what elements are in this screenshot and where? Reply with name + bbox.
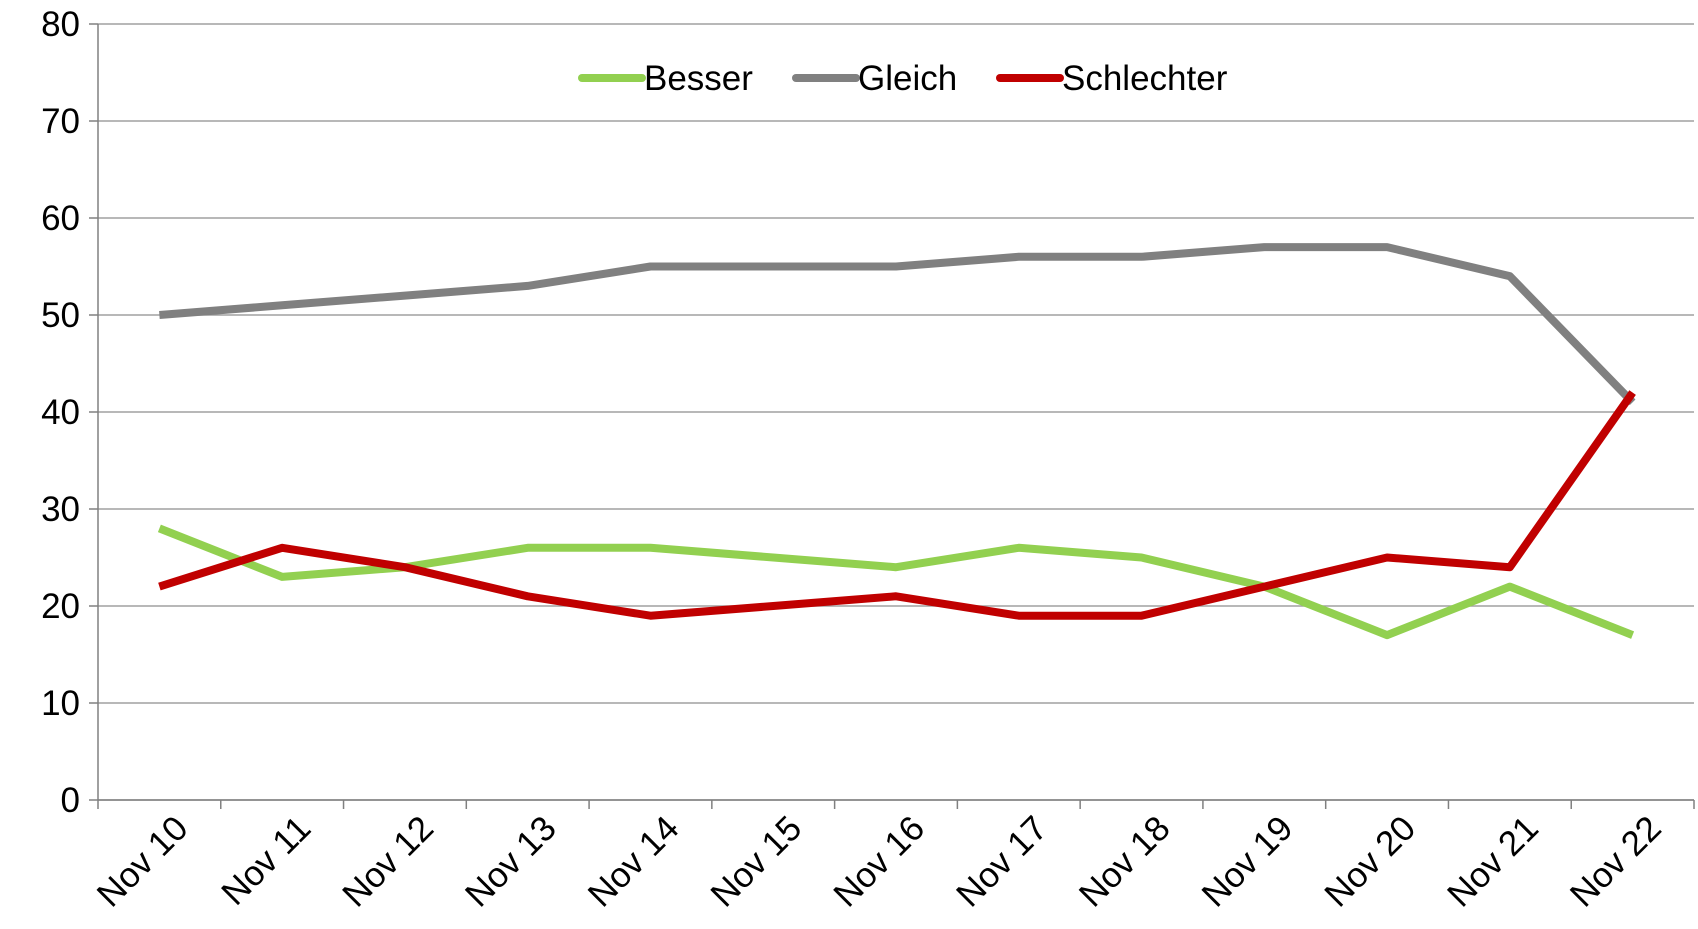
y-tick-label: 0 (61, 781, 80, 820)
y-tick-label: 70 (41, 102, 80, 141)
x-tick-label: Nov 11 (214, 809, 318, 913)
series-line (157, 524, 1635, 640)
y-tick-label: 10 (41, 684, 80, 723)
x-tick-label: Nov 10 (90, 809, 196, 915)
y-tick-label: 80 (41, 5, 80, 44)
x-tick-label: Nov 12 (335, 809, 441, 915)
x-tick-label: Nov 18 (1072, 809, 1178, 915)
x-tick-label: Nov 14 (581, 809, 687, 915)
x-tick-label: Nov 13 (458, 809, 564, 915)
legend-label: Besser (644, 59, 753, 98)
x-tick-label: Nov 17 (949, 809, 1055, 915)
x-tick-label: Nov 22 (1563, 809, 1669, 915)
y-tick-label: 50 (41, 296, 80, 335)
x-tick-label: Nov 19 (1194, 809, 1300, 915)
x-tick-label: Nov 21 (1440, 809, 1546, 915)
y-tick-label: 40 (41, 393, 80, 432)
series-line (158, 390, 1636, 620)
legend-label: Schlechter (1062, 59, 1228, 98)
legend: Besser Gleich Schlechter (578, 59, 1228, 98)
y-tick-label: 60 (41, 199, 80, 238)
y-tick-label: 30 (41, 490, 80, 529)
x-tick-label: Nov 16 (826, 809, 932, 915)
y-tick-label: 20 (41, 587, 80, 626)
x-tick-label: Nov 20 (1317, 809, 1423, 915)
x-tick-label: Nov 15 (703, 809, 809, 915)
legend-label: Gleich (858, 59, 957, 98)
series-line (159, 243, 1636, 406)
